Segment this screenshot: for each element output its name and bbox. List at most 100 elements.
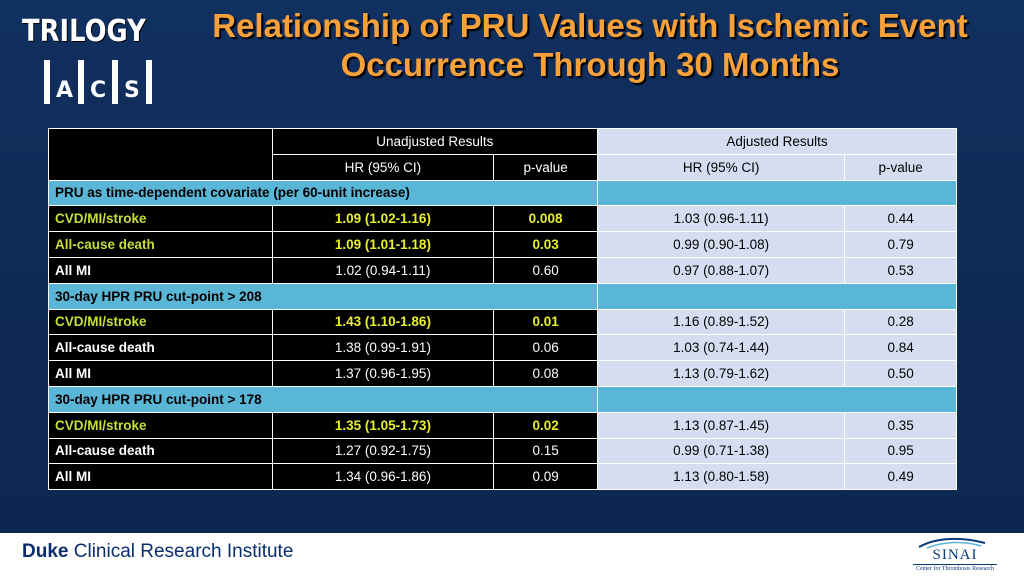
adj-hr-value: 1.13 (0.79-1.62) <box>596 360 846 387</box>
duke-institute-text: Clinical Research Institute <box>68 541 294 562</box>
sinai-swoosh-icon <box>918 537 986 549</box>
table-subheader-row: HR (95% CI) p-value <box>596 153 957 181</box>
row-label: CVD/MI/stroke <box>48 411 273 439</box>
sinai-divider <box>913 564 997 565</box>
section-title: 30-day HPR PRU cut-point > 208 <box>48 282 598 310</box>
table-row: 1.16 (0.89-1.52) 0.28 <box>596 308 957 336</box>
section-band-row <box>597 282 957 310</box>
hr-value: 1.37 (0.96-1.95) <box>271 360 495 387</box>
hr-column-header: HR (95% CI) <box>271 153 495 181</box>
logo-letter-s: S <box>124 78 140 103</box>
logo-bar <box>146 60 152 104</box>
unadjusted-body: PRU as time-dependent covariate (per 60-… <box>48 179 598 491</box>
table-row: 0.97 (0.88-1.07) 0.53 <box>596 256 957 284</box>
sinai-name: SINAI <box>932 547 978 563</box>
p-value: 0.008 <box>493 205 598 233</box>
hr-value: 1.09 (1.01-1.18) <box>271 231 495 258</box>
logo-bar <box>44 60 50 104</box>
duke-word: Duke <box>22 541 69 562</box>
adj-hr-column-header: HR (95% CI) <box>596 153 846 181</box>
adj-hr-value: 1.03 (0.96-1.11) <box>596 205 846 233</box>
unadjusted-header: Unadjusted Results <box>271 128 599 155</box>
p-column-header: p-value <box>493 153 598 181</box>
table-row: All MI 1.34 (0.96-1.86) 0.09 <box>48 463 598 491</box>
p-value: 0.06 <box>493 334 598 362</box>
footer: Duke Clinical Research Institute SINAI C… <box>0 533 1024 576</box>
adj-hr-value: 1.16 (0.89-1.52) <box>596 308 846 336</box>
logo-bar <box>78 60 84 104</box>
table-row: 0.99 (0.90-1.08) 0.79 <box>596 231 957 258</box>
hr-value: 1.43 (1.10-1.86) <box>271 308 495 336</box>
row-label: CVD/MI/stroke <box>48 308 273 336</box>
section-band-row <box>597 385 957 413</box>
table-row: All MI 1.02 (0.94-1.11) 0.60 <box>48 256 598 284</box>
table-row: 1.13 (0.79-1.62) 0.50 <box>596 360 957 387</box>
table-row: 1.03 (0.74-1.44) 0.84 <box>596 334 957 362</box>
table-row: All-cause death 1.38 (0.99-1.91) 0.06 <box>48 334 598 362</box>
table-row: All MI 1.37 (0.96-1.95) 0.08 <box>48 360 598 387</box>
logo-word: TRILOGY <box>22 14 146 49</box>
adj-hr-value: 0.99 (0.90-1.08) <box>596 231 846 258</box>
adj-hr-value: 1.13 (0.87-1.45) <box>596 411 846 439</box>
section-band <box>597 282 957 310</box>
table-row: 0.99 (0.71-1.38) 0.95 <box>596 437 957 465</box>
trilogy-acs-logo: TRILOGY A C S <box>22 14 162 104</box>
row-label: All MI <box>48 463 273 491</box>
adj-p-value: 0.35 <box>844 411 957 439</box>
hr-value: 1.34 (0.96-1.86) <box>271 463 495 491</box>
duke-logo-text: Duke Clinical Research Institute <box>22 541 293 563</box>
adj-p-column-header: p-value <box>844 153 957 181</box>
p-value: 0.03 <box>493 231 598 258</box>
hr-value: 1.38 (0.99-1.91) <box>271 334 495 362</box>
row-label: All-cause death <box>48 231 273 258</box>
p-value: 0.08 <box>493 360 598 387</box>
table-row: 1.13 (0.80-1.58) 0.49 <box>596 463 957 491</box>
table-header-row: Unadjusted Results <box>48 128 599 181</box>
corner-cell <box>48 128 273 181</box>
adj-p-value: 0.84 <box>844 334 957 362</box>
row-label: All-cause death <box>48 437 273 465</box>
table-row: CVD/MI/stroke 1.43 (1.10-1.86) 0.01 <box>48 308 598 336</box>
adj-p-value: 0.53 <box>844 256 957 284</box>
table-header-row: Adjusted Results <box>597 128 957 155</box>
row-label: All MI <box>48 360 273 387</box>
p-value: 0.09 <box>493 463 598 491</box>
adj-p-value: 0.44 <box>844 205 957 233</box>
adjusted-body: 1.03 (0.96-1.11) 0.44 0.99 (0.90-1.08) 0.79… <box>596 179 957 491</box>
table-row: All-cause death 1.09 (1.01-1.18) 0.03 <box>48 231 598 258</box>
adj-p-value: 0.95 <box>844 437 957 465</box>
adjusted-table: Adjusted Results HR (95% CI) p-value 1.0… <box>596 128 957 491</box>
hr-value: 1.35 (1.05-1.73) <box>271 411 495 439</box>
adj-p-value: 0.79 <box>844 231 957 258</box>
table-row: CVD/MI/stroke 1.09 (1.02-1.16) 0.008 <box>48 205 598 233</box>
table-row: All-cause death 1.27 (0.92-1.75) 0.15 <box>48 437 598 465</box>
section-title: PRU as time-dependent covariate (per 60-… <box>48 179 598 207</box>
slide-title: Relationship of PRU Values with Ischemic… <box>212 7 968 83</box>
row-label: CVD/MI/stroke <box>48 205 273 233</box>
adj-p-value: 0.50 <box>844 360 957 387</box>
adjusted-header: Adjusted Results <box>597 128 957 155</box>
row-label: All-cause death <box>48 334 273 362</box>
unadjusted-table: Unadjusted Results HR (95% CI) p-value P… <box>48 128 599 491</box>
adj-hr-value: 1.03 (0.74-1.44) <box>596 334 846 362</box>
hr-value: 1.09 (1.02-1.16) <box>271 205 495 233</box>
table-row: CVD/MI/stroke 1.35 (1.05-1.73) 0.02 <box>48 411 598 439</box>
adj-hr-value: 1.13 (0.80-1.58) <box>596 463 846 491</box>
section-band <box>597 385 957 413</box>
section-title: 30-day HPR PRU cut-point > 178 <box>48 385 598 413</box>
section-row: PRU as time-dependent covariate (per 60-… <box>48 179 598 207</box>
section-row: 30-day HPR PRU cut-point > 208 <box>48 282 598 310</box>
table-row: 1.13 (0.87-1.45) 0.35 <box>596 411 957 439</box>
sinai-logo: SINAI Center for Thrombosis Research <box>905 535 1005 575</box>
adj-p-value: 0.28 <box>844 308 957 336</box>
p-value: 0.02 <box>493 411 598 439</box>
section-band-row <box>597 179 957 207</box>
row-label: All MI <box>48 256 273 284</box>
adj-hr-value: 0.99 (0.71-1.38) <box>596 437 846 465</box>
logo-acs: A C S <box>44 60 160 104</box>
logo-bar <box>112 60 118 104</box>
section-row: 30-day HPR PRU cut-point > 178 <box>48 385 598 413</box>
adj-p-value: 0.49 <box>844 463 957 491</box>
section-band <box>597 179 957 207</box>
